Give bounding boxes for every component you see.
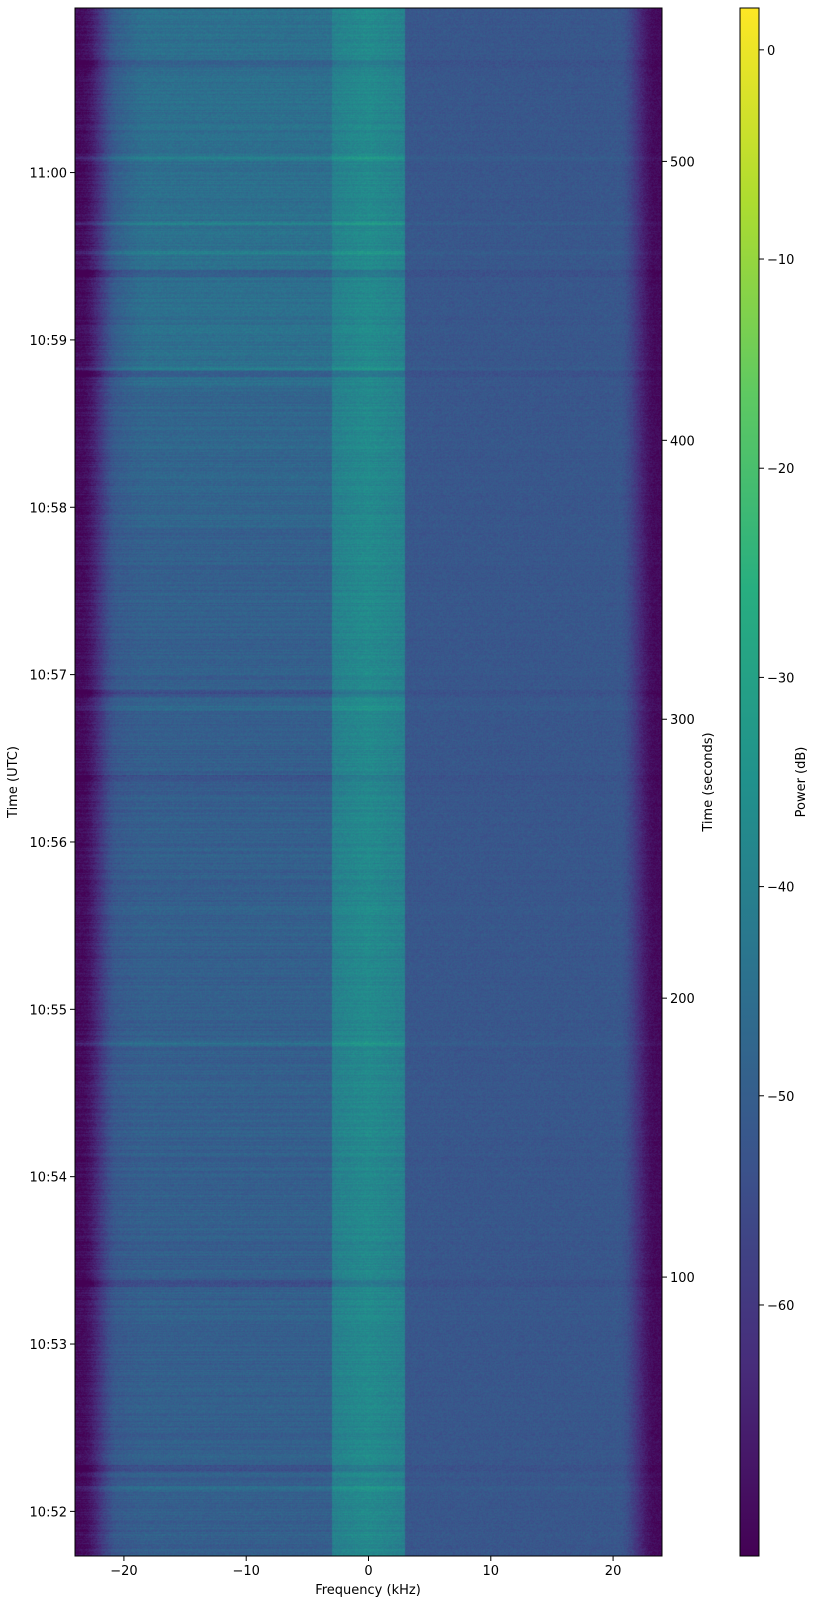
utc-tick-label: 10:56 [30,836,67,851]
x-axis-ticks: −20 −10 0 10 20 [110,1556,621,1579]
x-tick-label: 0 [364,1564,372,1579]
x-tick-label: −20 [110,1564,137,1579]
seconds-tick-label: 400 [670,434,695,449]
utc-tick-label: 10:55 [30,1003,67,1018]
seconds-tick-label: 300 [670,713,695,728]
utc-tick-label: 10:59 [30,334,67,349]
utc-tick-label: 10:54 [30,1171,67,1186]
colorbar-tick-label: −40 [767,881,794,896]
utc-axis-label: Time (UTC) [6,746,21,819]
x-axis-label: Frequency (kHz) [315,1583,421,1598]
colorbar-tick-label: −30 [767,671,794,686]
seconds-tick-label: 200 [670,992,695,1007]
seconds-tick-label: 100 [670,1271,695,1286]
utc-tick-label: 10:52 [30,1505,67,1520]
colorbar-tick-label: −10 [767,253,794,268]
seconds-axis-ticks: 100 200 300 400 500 [662,155,695,1286]
x-tick-label: −10 [232,1564,259,1579]
spectrogram-heatmap [75,8,662,1556]
utc-tick-label: 11:00 [30,167,67,182]
x-tick-label: 20 [605,1564,622,1579]
utc-axis-ticks: 10:52 10:53 10:54 10:55 10:56 10:57 10:58 10:59… [30,167,75,1520]
x-tick-label: 10 [483,1564,500,1579]
colorbar-ticks: 0 −10 −20 −30 −40 −50 −60 [759,44,794,1314]
colorbar [739,7,760,1557]
seconds-tick-label: 500 [670,155,695,170]
colorbar-label: Power (dB) [794,747,809,818]
colorbar-tick-label: 0 [767,44,775,59]
utc-tick-label: 10:53 [30,1338,67,1353]
utc-tick-label: 10:58 [30,501,67,516]
utc-tick-label: 10:57 [30,669,67,684]
colorbar-tick-label: −20 [767,462,794,477]
colorbar-tick-label: −50 [767,1090,794,1105]
seconds-axis-label: Time (seconds) [701,732,716,832]
colorbar-tick-label: −60 [767,1299,794,1314]
